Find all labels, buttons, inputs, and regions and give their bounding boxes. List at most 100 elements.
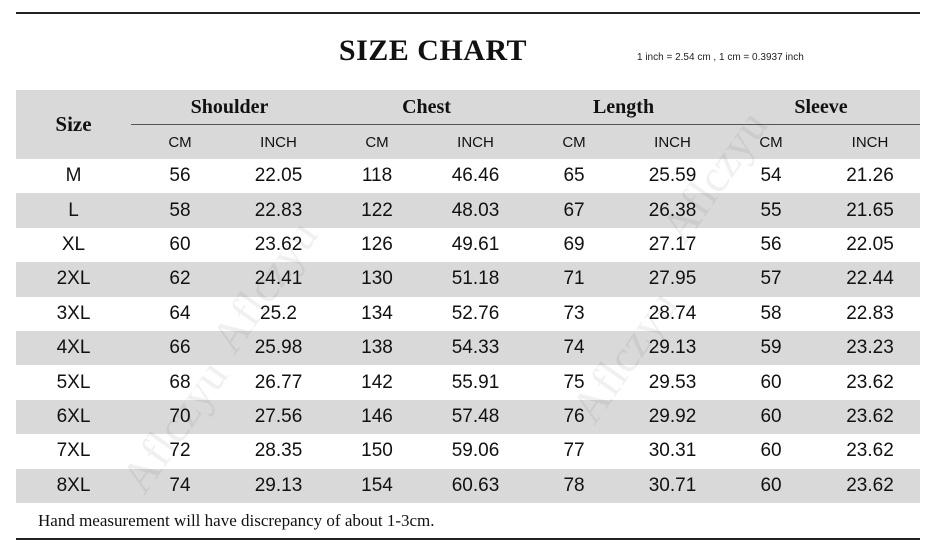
measurement-note: Hand measurement will have discrepancy o… [38,511,435,530]
size-label: 8XL [16,468,131,503]
measurement-cell: 77 [563,440,585,462]
measurement-cell: 72 [169,440,191,462]
size-column-header: Size [16,90,131,159]
unit-conversion-note: 1 inch = 2.54 cm , 1 cm = 0.3937 inch [637,52,804,63]
measurement-cell: 59 [722,330,821,366]
measurement-cell: 56 [760,233,782,255]
measurement-cell: 134 [361,302,393,324]
measurement-cell: 75 [563,371,585,393]
chest-header: Chest [328,90,526,125]
measurement-cell: 60 [760,440,782,462]
measurement-cell: 65 [563,165,585,187]
measurement-cell: 71 [525,262,624,297]
measurement-cell: 60 [169,233,191,255]
measurement-cell: 66 [131,330,229,366]
unit-cm-header: CM [722,124,821,159]
measurement-cell: 27.56 [229,399,328,435]
measurement-cell: 146 [328,399,426,435]
measurement-cell: 76 [525,399,624,435]
measurement-cell: 68 [169,371,191,393]
table-row: 5XL 68 26.77 142 55.91 75 29.53 60 23.62 [16,365,920,399]
measurement-cell: 55 [722,193,821,228]
measurement-cell: 23.62 [820,399,921,435]
unit-cm-header: CM [328,124,426,159]
measurement-cell: 30.71 [623,468,723,503]
measurement-cell: 27.17 [648,233,697,255]
unit-inch-header: INCH [426,124,526,159]
measurement-cell: 154 [328,468,426,503]
table-row: 8XL 74 29.13 154 60.63 78 30.71 60 23.62 [16,468,921,503]
measurement-cell: 23.62 [846,440,894,462]
measurement-cell: 21.26 [846,165,894,187]
measurement-cell: 54 [760,165,782,187]
measurement-cell: 55.91 [451,371,500,393]
measurement-cell: 30.31 [648,440,697,462]
table-row: 3XL 64 25.2 134 52.76 73 28.74 58 22.83 [16,297,920,331]
measurement-cell: 28.74 [648,302,697,324]
unit-inch-header: INCH [229,124,328,159]
measurement-cell: 27.95 [623,262,723,297]
measurement-cell: 29.53 [648,371,697,393]
group-header-row: Size Shoulder Chest Length Sleeve [16,90,921,159]
measurement-cell: 60 [722,468,821,503]
measurement-cell: 74 [131,468,229,503]
table-row: L 58 22.83 122 48.03 67 26.38 55 21.65 [16,193,921,228]
measurement-cell: 25.2 [260,302,297,324]
measurement-cell: 60 [760,371,782,393]
measurement-cell: 78 [525,468,624,503]
measurement-cell: 58 [131,193,229,228]
measurement-cell: 73 [563,302,585,324]
table-row: 2XL 62 24.41 130 51.18 71 27.95 57 22.44 [16,262,921,297]
measurement-cell: 118 [361,165,393,187]
measurement-cell: 60 [722,399,821,435]
measurement-cell: 67 [525,193,624,228]
measurement-cell: 29.13 [229,468,328,503]
measurement-cell: 54.33 [426,330,526,366]
measurement-cell: 46.46 [451,165,500,187]
sleeve-header: Sleeve [722,90,921,125]
measurement-cell: 58 [760,302,782,324]
measurement-cell: 22.83 [846,302,894,324]
measurement-cell: 22.83 [229,193,328,228]
measurement-cell: 23.62 [254,233,303,255]
table-row: XL 60 23.62 126 49.61 69 27.17 56 22.05 [16,228,920,262]
table-row: 4XL 66 25.98 138 54.33 74 29.13 59 23.23 [16,330,921,366]
measurement-cell: 130 [328,262,426,297]
measurement-cell: 22.05 [254,165,303,187]
size-chart-table: Size Shoulder Chest Length Sleeve CM INC… [16,90,921,503]
measurement-cell: 29.92 [623,399,723,435]
size-label: XL [61,233,86,255]
length-header: Length [525,90,723,125]
measurement-cell: 126 [361,233,393,255]
measurement-cell: 49.61 [451,233,500,255]
measurement-cell: 69 [563,233,585,255]
size-rows: M 56 22.05 118 46.46 65 25.59 54 21.26 L 58 22.83 12… [16,159,921,503]
measurement-cell: 23.62 [820,468,921,503]
measurement-cell: 21.65 [820,193,921,228]
size-label: M [65,165,82,187]
unit-cm-header: CM [131,124,229,159]
measurement-cell: 138 [328,330,426,366]
size-label: 7XL [56,440,91,462]
table-row: 6XL 70 27.56 146 57.48 76 29.92 60 23.62 [16,399,921,435]
size-label: 6XL [16,399,131,435]
table-row: M 56 22.05 118 46.46 65 25.59 54 21.26 [16,159,920,193]
unit-cm-header: CM [525,124,624,159]
size-label: 5XL [56,371,91,393]
measurement-cell: 26.77 [254,371,303,393]
measurement-cell: 57.48 [426,399,526,435]
measurement-cell: 28.35 [254,440,303,462]
size-label: 2XL [16,262,131,297]
measurement-cell: 122 [328,193,426,228]
size-label: 3XL [56,302,91,324]
measurement-cell: 74 [525,330,624,366]
measurement-cell: 70 [131,399,229,435]
measurement-cell: 29.13 [623,330,723,366]
measurement-cell: 62 [131,262,229,297]
measurement-cell: 22.44 [820,262,921,297]
measurement-cell: 48.03 [426,193,526,228]
measurement-cell: 52.76 [451,302,500,324]
measurement-cell: 59.06 [451,440,500,462]
measurement-cell: 26.38 [623,193,723,228]
measurement-cell: 51.18 [426,262,526,297]
